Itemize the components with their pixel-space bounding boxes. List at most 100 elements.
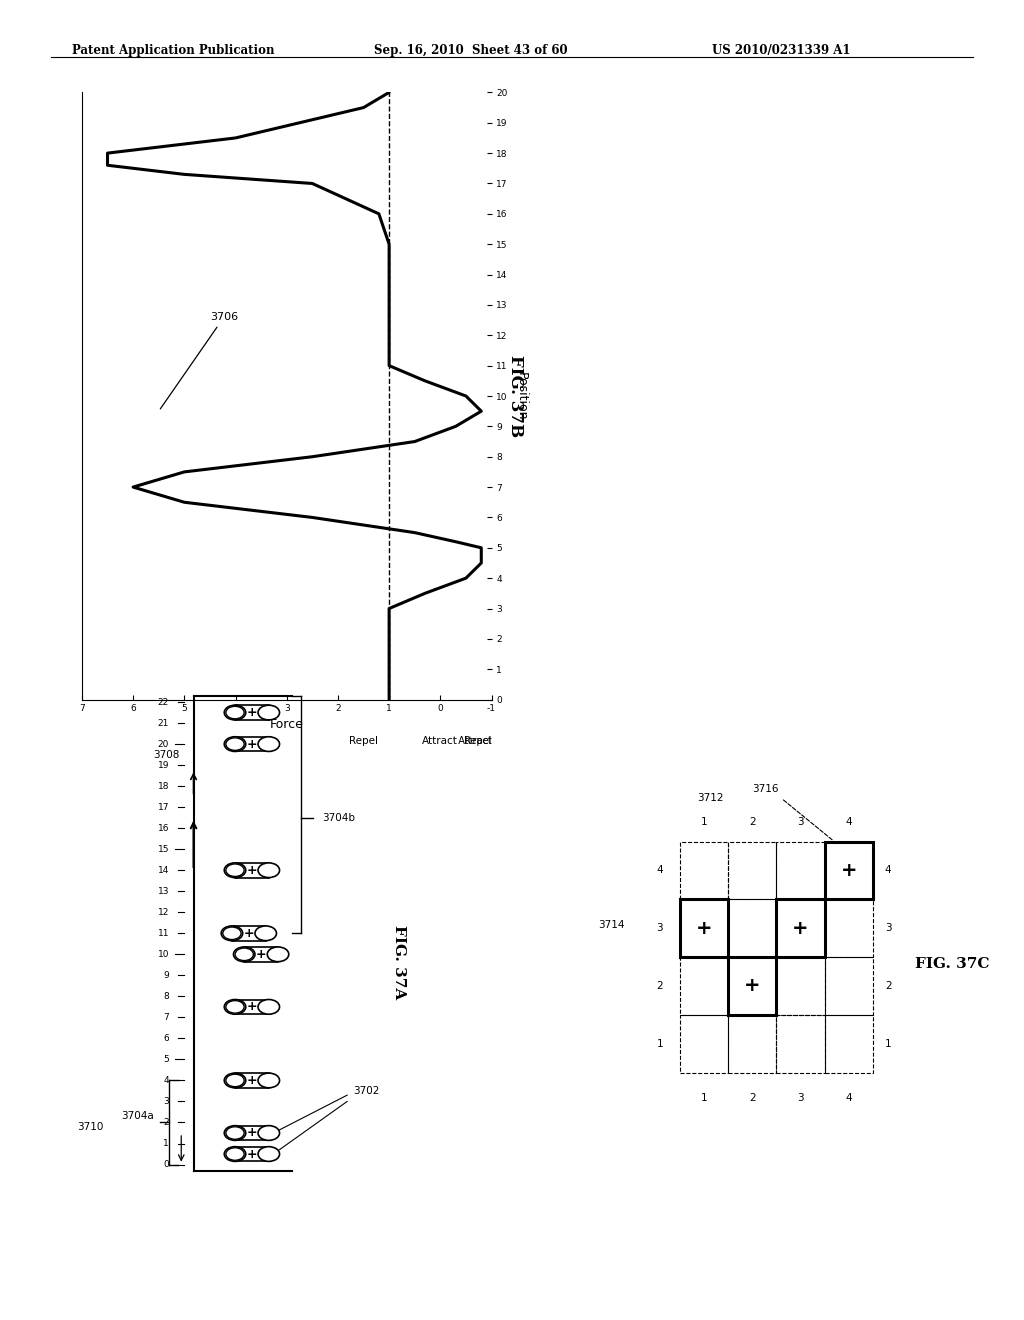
Bar bbox=[776, 899, 824, 957]
Ellipse shape bbox=[224, 1073, 246, 1088]
Text: 12: 12 bbox=[158, 908, 169, 917]
Text: 1: 1 bbox=[656, 1039, 664, 1048]
Ellipse shape bbox=[224, 863, 246, 878]
Text: 2: 2 bbox=[656, 981, 664, 991]
Text: 15: 15 bbox=[158, 845, 169, 854]
Ellipse shape bbox=[255, 925, 276, 941]
Text: 21: 21 bbox=[158, 718, 169, 727]
Text: 20: 20 bbox=[158, 739, 169, 748]
Bar bbox=[728, 957, 776, 1015]
Bar bbox=[824, 957, 872, 1015]
Text: 4: 4 bbox=[885, 866, 892, 875]
Text: 1: 1 bbox=[163, 1139, 169, 1148]
Text: +: + bbox=[247, 1001, 257, 1014]
Text: 3704a: 3704a bbox=[121, 1111, 154, 1121]
Text: +: + bbox=[256, 948, 266, 961]
Text: Sep. 16, 2010  Sheet 43 of 60: Sep. 16, 2010 Sheet 43 of 60 bbox=[374, 44, 567, 57]
Text: 14: 14 bbox=[158, 866, 169, 875]
Ellipse shape bbox=[224, 999, 246, 1014]
Text: 2: 2 bbox=[749, 817, 756, 828]
Bar bbox=[680, 1015, 728, 1072]
Text: +: + bbox=[247, 1147, 257, 1160]
Text: 3708: 3708 bbox=[154, 750, 180, 759]
Text: +: + bbox=[244, 927, 254, 940]
Text: 19: 19 bbox=[158, 760, 169, 770]
Ellipse shape bbox=[226, 706, 244, 719]
Ellipse shape bbox=[223, 927, 241, 940]
Bar bbox=[776, 957, 824, 1015]
Text: +: + bbox=[793, 919, 809, 937]
Ellipse shape bbox=[258, 1126, 280, 1140]
Text: 4: 4 bbox=[846, 1093, 852, 1102]
Ellipse shape bbox=[258, 1073, 280, 1088]
Text: 3: 3 bbox=[656, 923, 664, 933]
Text: Repel: Repel bbox=[464, 737, 492, 746]
Text: FIG. 37A: FIG. 37A bbox=[392, 925, 407, 999]
Text: Attract: Attract bbox=[452, 737, 492, 746]
Ellipse shape bbox=[258, 999, 280, 1014]
Ellipse shape bbox=[226, 1148, 244, 1160]
Text: 13: 13 bbox=[158, 887, 169, 896]
Bar bbox=[231, 925, 265, 941]
Y-axis label: Position: Position bbox=[514, 372, 527, 420]
Text: 2: 2 bbox=[749, 1093, 756, 1102]
Ellipse shape bbox=[226, 1001, 244, 1014]
Text: 1: 1 bbox=[885, 1039, 892, 1048]
Ellipse shape bbox=[224, 705, 246, 719]
Text: 1: 1 bbox=[700, 1093, 708, 1102]
Text: +: + bbox=[247, 706, 257, 719]
Text: 3702: 3702 bbox=[353, 1086, 380, 1096]
Bar bbox=[234, 705, 268, 719]
Text: 8: 8 bbox=[163, 991, 169, 1001]
Text: 10: 10 bbox=[158, 950, 169, 958]
Text: 3: 3 bbox=[163, 1097, 169, 1106]
Text: +: + bbox=[696, 919, 713, 937]
Text: 22: 22 bbox=[158, 697, 169, 706]
Ellipse shape bbox=[221, 925, 243, 941]
Text: 11: 11 bbox=[158, 929, 169, 937]
Bar bbox=[680, 899, 728, 957]
Ellipse shape bbox=[226, 738, 244, 750]
Text: 4: 4 bbox=[846, 817, 852, 828]
Bar bbox=[824, 842, 872, 899]
Text: US 2010/0231339 A1: US 2010/0231339 A1 bbox=[712, 44, 850, 57]
Bar bbox=[234, 737, 268, 751]
Text: 2: 2 bbox=[164, 1118, 169, 1127]
Text: 3: 3 bbox=[885, 923, 892, 933]
Text: 1: 1 bbox=[700, 817, 708, 828]
Text: Patent Application Publication: Patent Application Publication bbox=[72, 44, 274, 57]
Ellipse shape bbox=[226, 865, 244, 876]
Text: 16: 16 bbox=[158, 824, 169, 833]
Text: FIG. 37C: FIG. 37C bbox=[915, 957, 989, 970]
Bar bbox=[776, 1015, 824, 1072]
Bar bbox=[728, 842, 776, 899]
Bar bbox=[680, 899, 728, 957]
Ellipse shape bbox=[233, 946, 255, 962]
Text: 18: 18 bbox=[158, 781, 169, 791]
Ellipse shape bbox=[226, 1127, 244, 1139]
Ellipse shape bbox=[224, 1147, 246, 1162]
Bar bbox=[776, 842, 824, 899]
Ellipse shape bbox=[236, 948, 253, 961]
Text: 3: 3 bbox=[798, 817, 804, 828]
Text: 2: 2 bbox=[885, 981, 892, 991]
Text: 3706: 3706 bbox=[161, 312, 238, 409]
Ellipse shape bbox=[226, 1074, 244, 1086]
Ellipse shape bbox=[258, 1147, 280, 1162]
Text: 3704b: 3704b bbox=[323, 813, 355, 822]
Bar bbox=[234, 863, 268, 878]
Text: 3716: 3716 bbox=[753, 784, 779, 795]
Text: 4: 4 bbox=[656, 866, 664, 875]
Text: 4: 4 bbox=[164, 1076, 169, 1085]
Text: +: + bbox=[247, 738, 257, 751]
Ellipse shape bbox=[258, 737, 280, 751]
Bar bbox=[680, 957, 728, 1015]
Ellipse shape bbox=[258, 705, 280, 719]
Text: +: + bbox=[744, 977, 761, 995]
Bar bbox=[234, 1147, 268, 1162]
Text: 7: 7 bbox=[163, 1012, 169, 1022]
Ellipse shape bbox=[267, 946, 289, 962]
Bar bbox=[776, 899, 824, 957]
Text: 6: 6 bbox=[163, 1034, 169, 1043]
Text: 3712: 3712 bbox=[697, 793, 723, 803]
